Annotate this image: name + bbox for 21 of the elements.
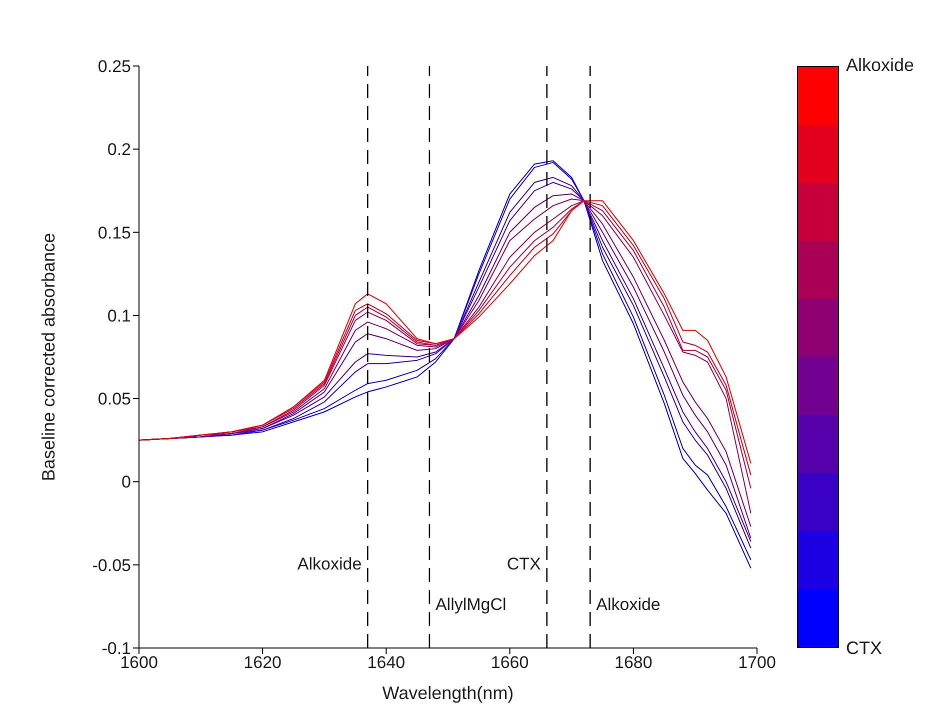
- x-axis-title: Wavelength(nm): [382, 683, 514, 703]
- ref-line-label: CTX: [506, 554, 541, 574]
- y-tick-label: 0.2: [107, 140, 131, 160]
- text: CTX: [846, 638, 882, 659]
- y-axis-title: Baseline corrected absorbance: [38, 232, 58, 482]
- y-tick-label: 0: [122, 472, 131, 492]
- x-tick-label: 1700: [738, 653, 776, 672]
- x-tick-label: 1620: [244, 653, 282, 672]
- text: Alkoxide: [846, 55, 914, 76]
- ref-line-label: Alkoxide: [297, 554, 362, 574]
- x-tick-label: 1600: [120, 653, 158, 672]
- x-tick-label: 1640: [367, 653, 406, 672]
- y-tick-label: 0.15: [98, 223, 131, 242]
- y-tick-label: -0.05: [92, 556, 131, 575]
- y-tick-label: 0.1: [107, 306, 131, 326]
- y-tick-label: 0.25: [98, 57, 131, 76]
- y-tick-label: 0.05: [98, 390, 131, 409]
- x-tick-label: 1660: [490, 653, 529, 672]
- x-tick-label: 1680: [614, 653, 652, 672]
- ref-line-label: Alkoxide: [596, 595, 660, 614]
- ref-line-label: AllylMgCl: [435, 595, 506, 614]
